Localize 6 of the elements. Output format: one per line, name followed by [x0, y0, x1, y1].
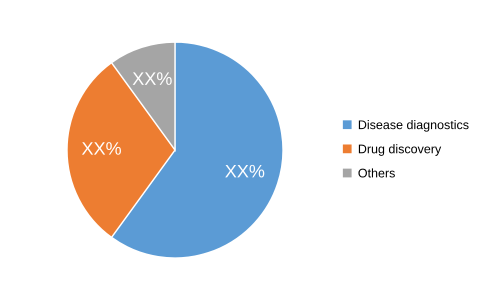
legend-label: Others [358, 168, 395, 178]
legend-label: Drug discovery [358, 144, 442, 156]
data-label: XX% [132, 72, 172, 85]
legend-label: Disease diagnostics [358, 120, 469, 132]
data-label: XX% [82, 142, 121, 155]
data-label: XX% [225, 164, 264, 178]
